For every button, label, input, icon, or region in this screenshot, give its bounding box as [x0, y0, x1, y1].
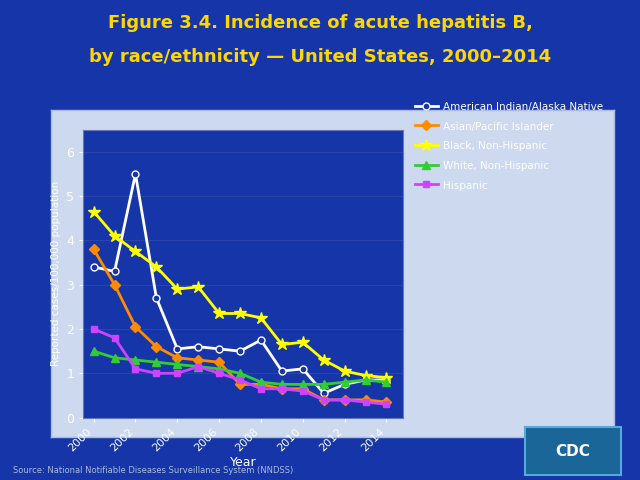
White, Non-Hispanic	[152, 360, 160, 365]
Black, Non-Hispanic	[362, 372, 369, 378]
Line: Asian/Pacific Islander: Asian/Pacific Islander	[90, 246, 390, 406]
Asian/Pacific Islander	[132, 324, 140, 330]
Hispanic	[173, 371, 181, 376]
Hispanic	[320, 397, 328, 403]
Y-axis label: Reported cases/100,000 population: Reported cases/100,000 population	[51, 181, 61, 366]
American Indian/Alaska Native	[215, 346, 223, 352]
White, Non-Hispanic	[362, 377, 369, 383]
Black, Non-Hispanic	[132, 249, 140, 254]
White, Non-Hispanic	[383, 379, 390, 385]
American Indian/Alaska Native	[173, 346, 181, 352]
American Indian/Alaska Native	[320, 390, 328, 396]
American Indian/Alaska Native	[111, 268, 118, 274]
Black, Non-Hispanic	[383, 375, 390, 381]
White, Non-Hispanic	[320, 382, 328, 387]
Black, Non-Hispanic	[90, 209, 97, 215]
Hispanic	[152, 371, 160, 376]
Hispanic	[90, 326, 97, 332]
Black, Non-Hispanic	[236, 311, 244, 316]
Hispanic	[215, 371, 223, 376]
Text: Figure 3.4. Incidence of acute hepatitis B,: Figure 3.4. Incidence of acute hepatitis…	[108, 14, 532, 33]
Line: Hispanic: Hispanic	[90, 325, 390, 408]
American Indian/Alaska Native	[299, 366, 307, 372]
Asian/Pacific Islander	[257, 382, 265, 387]
American Indian/Alaska Native	[90, 264, 97, 270]
Black, Non-Hispanic	[152, 264, 160, 270]
Line: White, Non-Hispanic: White, Non-Hispanic	[90, 347, 390, 388]
White, Non-Hispanic	[299, 382, 307, 387]
Asian/Pacific Islander	[90, 246, 97, 252]
Hispanic	[383, 401, 390, 407]
Hispanic	[278, 386, 285, 392]
American Indian/Alaska Native	[132, 171, 140, 177]
Black, Non-Hispanic	[257, 315, 265, 321]
Hispanic	[362, 399, 369, 405]
Black, Non-Hispanic	[215, 311, 223, 316]
Asian/Pacific Islander	[195, 357, 202, 363]
Hispanic	[195, 364, 202, 370]
American Indian/Alaska Native	[236, 348, 244, 354]
Asian/Pacific Islander	[173, 355, 181, 360]
Asian/Pacific Islander	[340, 397, 348, 403]
Asian/Pacific Islander	[278, 386, 285, 392]
Asian/Pacific Islander	[320, 397, 328, 403]
Black, Non-Hispanic	[340, 368, 348, 374]
Asian/Pacific Islander	[215, 360, 223, 365]
American Indian/Alaska Native	[152, 295, 160, 301]
White, Non-Hispanic	[236, 371, 244, 376]
Hispanic	[257, 386, 265, 392]
American Indian/Alaska Native	[362, 377, 369, 383]
American Indian/Alaska Native	[340, 382, 348, 387]
American Indian/Alaska Native	[257, 337, 265, 343]
White, Non-Hispanic	[278, 382, 285, 387]
Black, Non-Hispanic	[299, 339, 307, 345]
White, Non-Hispanic	[111, 355, 118, 360]
Hispanic	[299, 388, 307, 394]
American Indian/Alaska Native	[278, 368, 285, 374]
Text: CDC: CDC	[556, 444, 590, 459]
Black, Non-Hispanic	[278, 342, 285, 348]
Hispanic	[111, 335, 118, 341]
White, Non-Hispanic	[195, 364, 202, 370]
Black, Non-Hispanic	[195, 284, 202, 290]
Black, Non-Hispanic	[111, 233, 118, 239]
Asian/Pacific Islander	[236, 382, 244, 387]
White, Non-Hispanic	[173, 361, 181, 367]
White, Non-Hispanic	[90, 348, 97, 354]
Text: by race/ethnicity — United States, 2000–2014: by race/ethnicity — United States, 2000–…	[89, 48, 551, 66]
Asian/Pacific Islander	[362, 397, 369, 403]
Line: American Indian/Alaska Native: American Indian/Alaska Native	[90, 170, 390, 396]
Asian/Pacific Islander	[111, 282, 118, 288]
Text: Source: National Notifiable Diseases Surveillance System (NNDSS): Source: National Notifiable Diseases Sur…	[13, 466, 293, 475]
White, Non-Hispanic	[215, 366, 223, 372]
Asian/Pacific Islander	[383, 399, 390, 405]
Hispanic	[236, 377, 244, 383]
White, Non-Hispanic	[257, 379, 265, 385]
Black, Non-Hispanic	[173, 286, 181, 292]
Line: Black, Non-Hispanic: Black, Non-Hispanic	[88, 205, 393, 384]
White, Non-Hispanic	[132, 357, 140, 363]
Hispanic	[132, 366, 140, 372]
Black, Non-Hispanic	[320, 357, 328, 363]
American Indian/Alaska Native	[383, 377, 390, 383]
Hispanic	[340, 397, 348, 403]
White, Non-Hispanic	[340, 379, 348, 385]
Asian/Pacific Islander	[152, 344, 160, 349]
Asian/Pacific Islander	[299, 386, 307, 392]
Legend: American Indian/Alaska Native, Asian/Pacific Islander, Black, Non-Hispanic, Whit: American Indian/Alaska Native, Asian/Pac…	[415, 101, 603, 191]
American Indian/Alaska Native	[195, 344, 202, 349]
X-axis label: Year: Year	[230, 456, 257, 469]
